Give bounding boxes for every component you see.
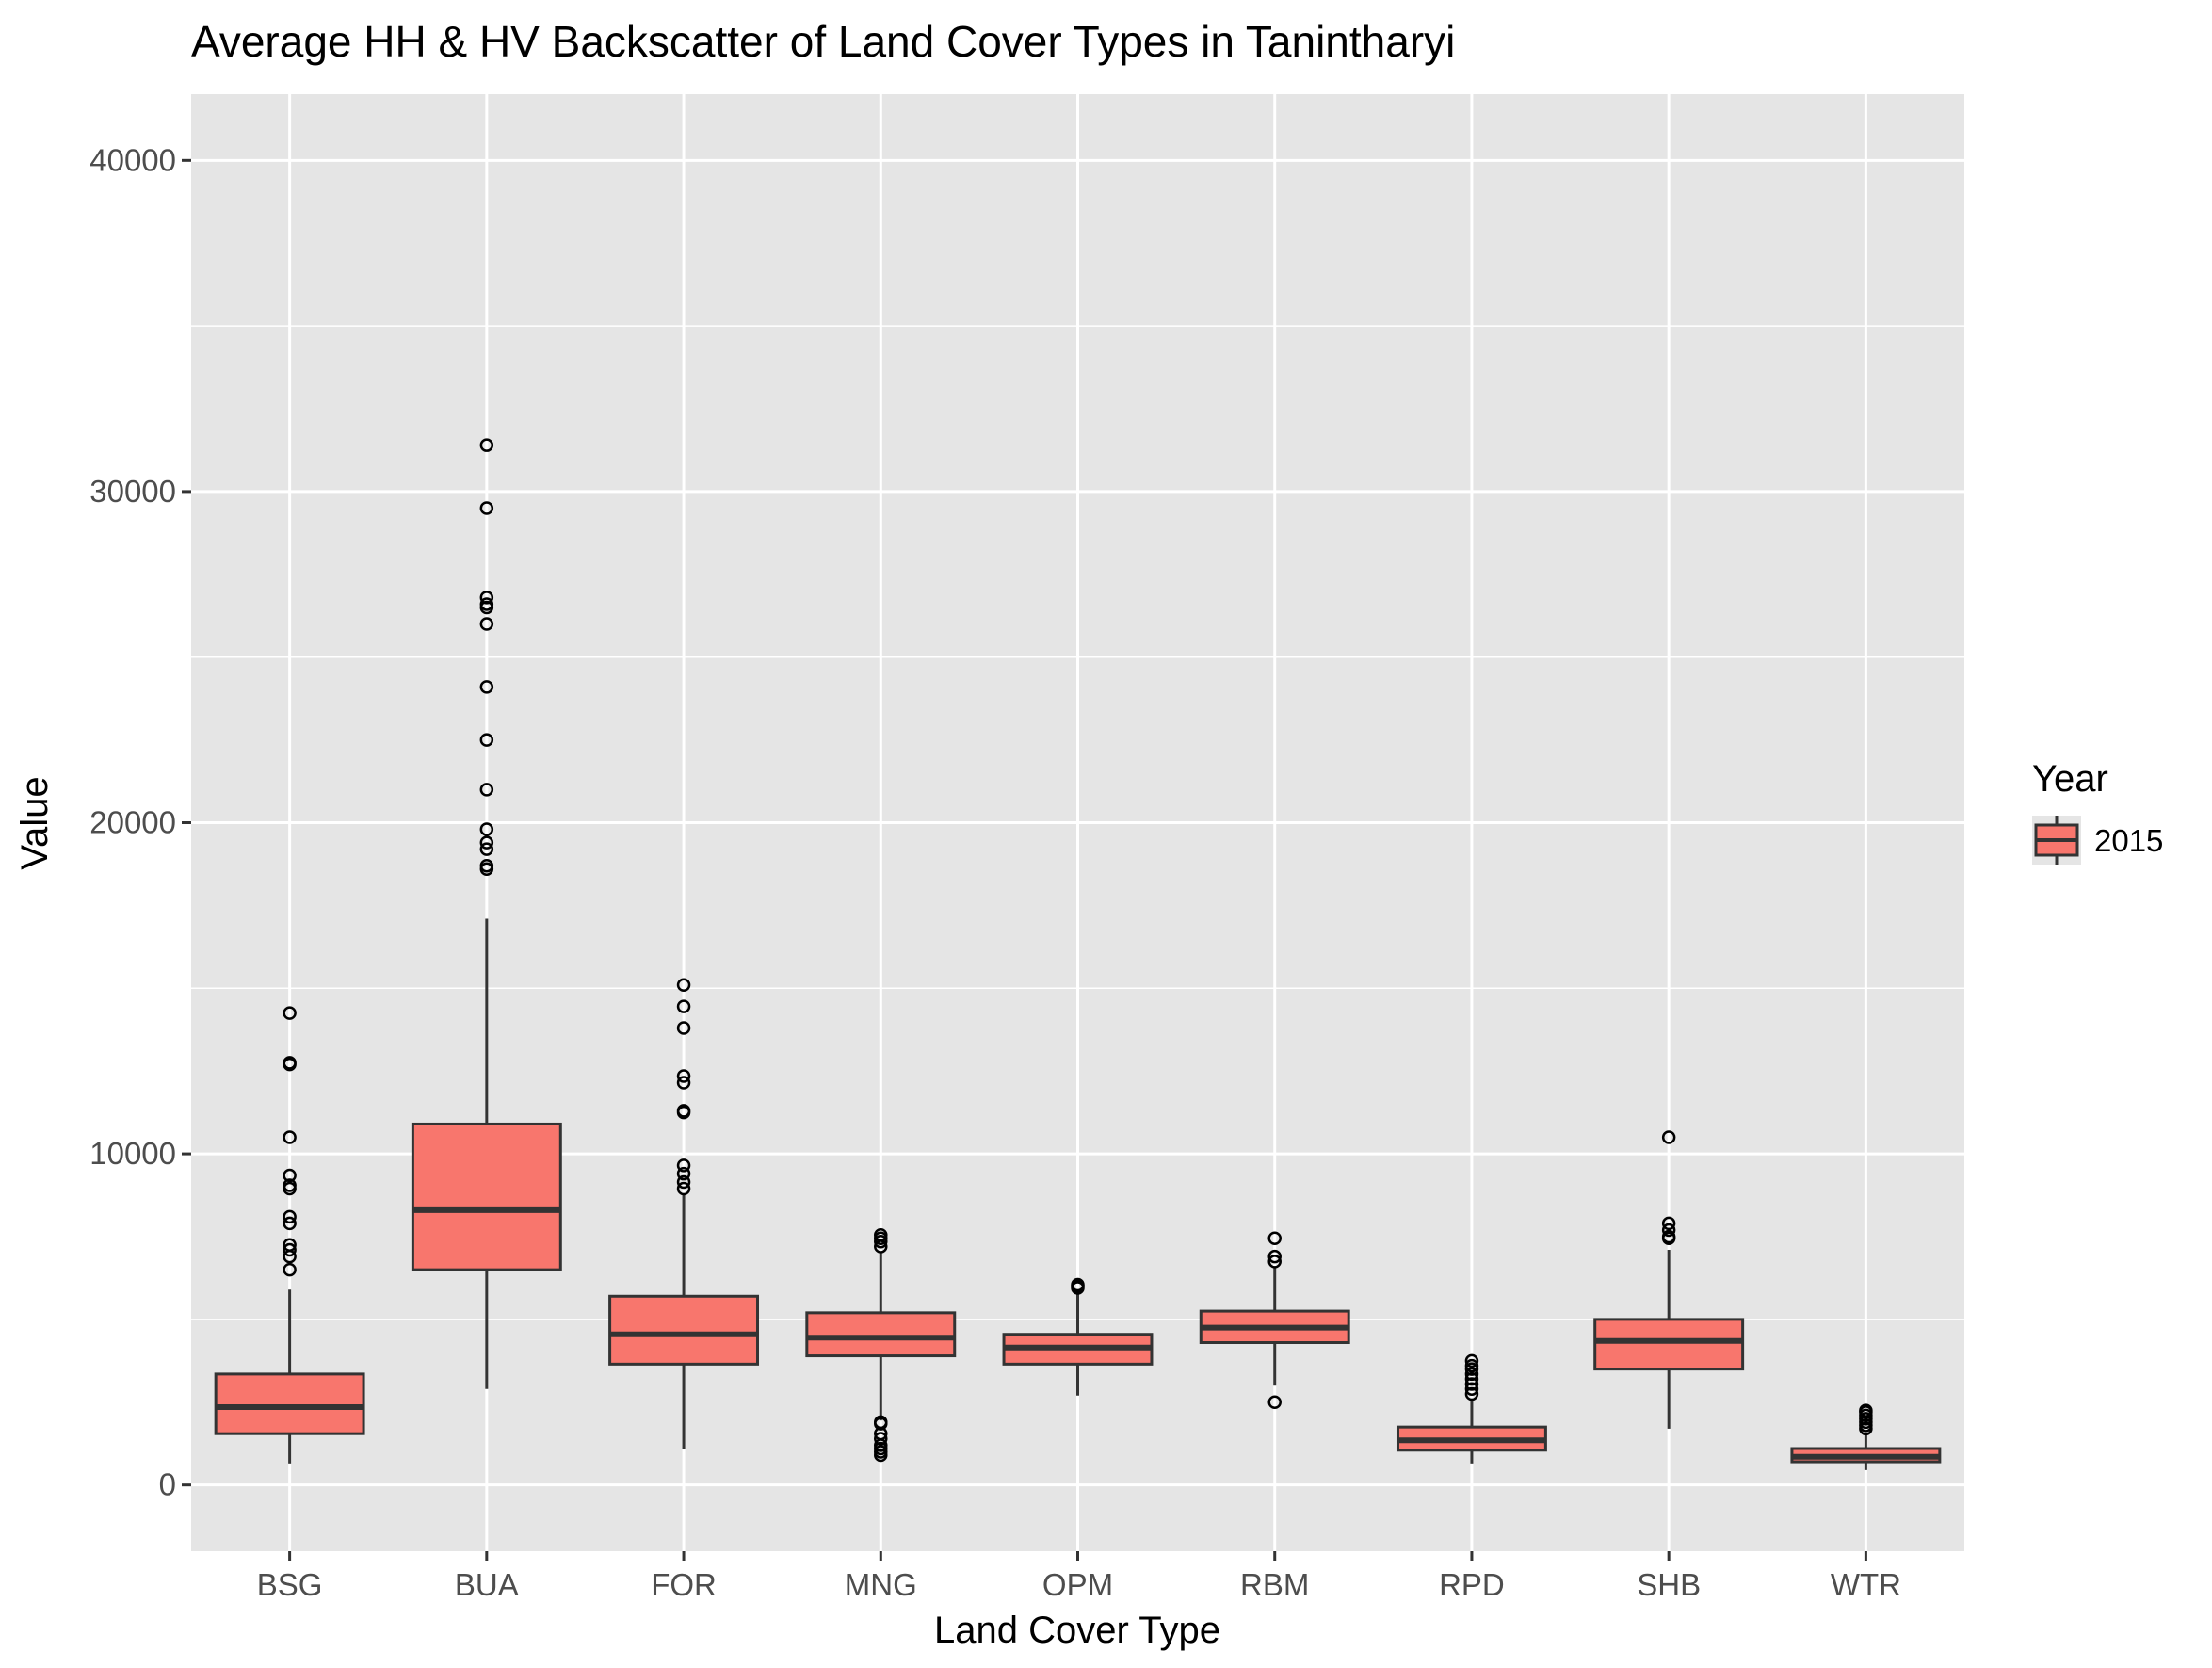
outlier-point <box>676 1104 691 1118</box>
outlier-point <box>1661 1229 1676 1244</box>
x-tick-label: RBM <box>1240 1567 1309 1602</box>
box-for <box>608 978 760 1449</box>
outlier-point <box>676 1174 691 1190</box>
outlier-point <box>1464 1386 1479 1401</box>
outlier-point <box>676 1181 691 1196</box>
box-body <box>214 1372 365 1435</box>
outlier-point <box>283 1262 297 1277</box>
outlier-point <box>479 842 494 856</box>
outlier-point <box>676 1069 691 1083</box>
outlier-point <box>479 597 494 611</box>
x-tick-label: BUA <box>455 1567 519 1602</box>
outlier-point <box>676 1166 691 1181</box>
box-shb <box>1593 1130 1745 1429</box>
outlier-point <box>1661 1223 1676 1238</box>
outlier-point <box>1267 1255 1282 1269</box>
y-axis: 0 10000 20000 30000 40000 <box>89 142 191 1502</box>
outlier-point <box>1661 1216 1676 1231</box>
x-axis-title: Land Cover Type <box>934 1610 1220 1651</box>
outlier-point <box>1661 1130 1676 1144</box>
outlier-point <box>874 1227 888 1242</box>
outlier-point <box>283 1168 297 1183</box>
outlier-point <box>874 1415 888 1430</box>
outlier-point <box>676 1158 691 1173</box>
outlier-point <box>676 1076 691 1090</box>
box-body <box>411 1122 562 1271</box>
x-tick-label: BSG <box>257 1567 323 1602</box>
outlier-point <box>676 978 691 993</box>
outlier-point <box>479 733 494 747</box>
outlier-point <box>479 822 494 836</box>
box-opm <box>1002 1277 1154 1396</box>
outlier-point <box>1267 1249 1282 1264</box>
x-tick-label: FOR <box>651 1567 717 1602</box>
outlier-point <box>1464 1371 1479 1386</box>
outlier-point <box>479 858 494 873</box>
y-tick-label: 0 <box>159 1467 176 1502</box>
box-bua <box>411 438 562 1389</box>
outlier-point <box>479 835 494 850</box>
y-tick-label: 20000 <box>89 805 176 840</box>
outlier-point <box>283 1216 297 1231</box>
outlier-point <box>676 999 691 1013</box>
chart-title: Average HH & HV Backscatter of Land Cove… <box>191 17 1455 66</box>
outlier-point <box>479 501 494 515</box>
outlier-point <box>1859 1403 1873 1417</box>
box-body <box>805 1311 957 1358</box>
box-bsg <box>214 1006 365 1464</box>
outlier-point <box>283 1006 297 1020</box>
outlier-point <box>479 617 494 631</box>
legend: Year 2015 <box>2032 758 2163 865</box>
outlier-point <box>1464 1358 1479 1373</box>
box-body <box>608 1294 760 1366</box>
x-tick-label: SHB <box>1637 1567 1701 1602</box>
x-axis: BSG BUA FOR MNG OPM RBM RPD SHB WTR <box>257 1551 1901 1602</box>
outlier-point <box>1464 1353 1479 1368</box>
box-wtr <box>1790 1403 1942 1470</box>
outlier-point <box>676 1021 691 1035</box>
outlier-point <box>479 783 494 797</box>
outlier-point <box>283 1130 297 1144</box>
outlier-point <box>479 680 494 694</box>
outlier-point <box>1464 1377 1479 1391</box>
y-axis-title: Value <box>14 776 56 869</box>
boxes-layer <box>214 438 1942 1470</box>
outlier-point <box>479 438 494 452</box>
outlier-point <box>283 1238 297 1253</box>
outlier-point <box>1267 1395 1282 1410</box>
legend-label-2015: 2015 <box>2094 823 2163 858</box>
legend-title: Year <box>2032 758 2108 800</box>
outlier-point <box>283 1242 297 1257</box>
outlier-point <box>283 1178 297 1192</box>
y-tick-label: 10000 <box>89 1136 176 1171</box>
y-tick-label: 30000 <box>89 474 176 509</box>
x-tick-label: WTR <box>1831 1567 1901 1602</box>
y-tick-label: 40000 <box>89 142 176 177</box>
x-tick-label: OPM <box>1042 1567 1113 1602</box>
outlier-point <box>283 1209 297 1224</box>
outlier-point <box>1267 1231 1282 1245</box>
outlier-point <box>1464 1382 1479 1396</box>
outlier-point <box>1464 1367 1479 1382</box>
box-rbm <box>1199 1231 1350 1410</box>
outlier-point <box>479 591 494 605</box>
box-mng <box>805 1227 957 1463</box>
outlier-point <box>283 1056 297 1070</box>
x-tick-label: RPD <box>1439 1567 1505 1602</box>
outlier-point <box>874 1432 888 1446</box>
x-tick-label: MNG <box>845 1567 917 1602</box>
box-body <box>1593 1318 1745 1371</box>
outlier-point <box>1071 1277 1085 1292</box>
box-rpd <box>1396 1353 1547 1464</box>
